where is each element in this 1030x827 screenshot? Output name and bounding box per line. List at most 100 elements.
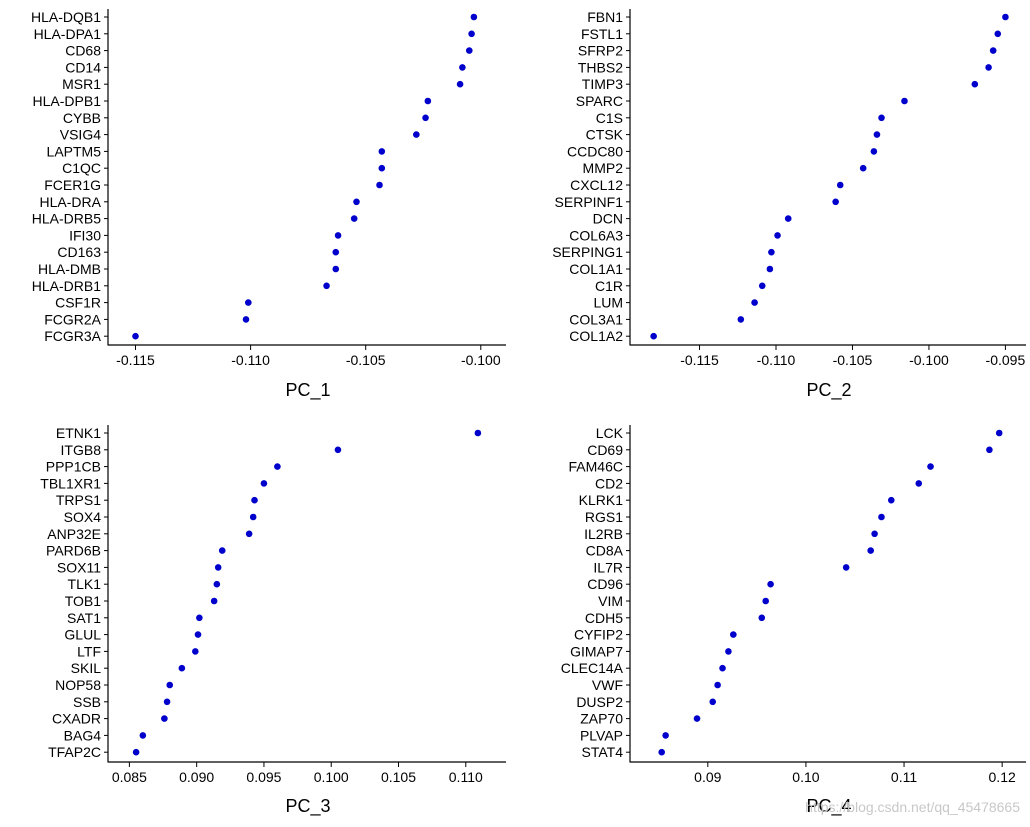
y-tick-label: CYFIP2: [574, 627, 623, 643]
y-tick-label: IL2RB: [584, 526, 623, 542]
y-tick-label: COL6A3: [569, 227, 623, 243]
x-tick-label: 0.090: [179, 769, 214, 785]
y-tick-label: CD96: [587, 576, 623, 592]
data-point: [194, 631, 202, 638]
data-point: [161, 715, 168, 722]
y-tick-label: LTF: [77, 643, 101, 659]
data-point: [459, 64, 466, 71]
y-tick-label: DCN: [593, 211, 623, 227]
data-point: [274, 463, 281, 470]
data-point: [260, 480, 268, 487]
x-tick-label: -0.110: [231, 352, 270, 368]
y-tick-label: PPP1CB: [46, 459, 101, 475]
y-tick-label: BAG4: [64, 727, 102, 743]
data-point: [251, 496, 258, 504]
y-tick-label: TFAP2C: [48, 744, 101, 760]
data-point: [971, 80, 979, 88]
x-axis-label: PC_2: [806, 380, 851, 401]
y-tick-label: FAM46C: [569, 459, 623, 475]
x-axis-label: PC_1: [285, 380, 330, 401]
data-point: [915, 480, 923, 487]
data-point: [985, 64, 992, 71]
x-tick-label: -0.115: [116, 352, 155, 368]
y-tick-label: FBN1: [587, 9, 623, 25]
data-point: [994, 30, 1002, 38]
y-tick-label: MMP2: [583, 160, 624, 176]
watermark: https://blog.csdn.net/qq_45478665: [805, 799, 1020, 815]
data-point: [245, 299, 252, 306]
y-tick-label: IL7R: [593, 559, 623, 575]
data-point: [242, 316, 250, 323]
y-tick-label: ETNK1: [56, 425, 101, 441]
x-axis-label: PC_4: [806, 796, 851, 817]
data-point: [422, 114, 429, 122]
x-tick-label: 0.10: [792, 769, 819, 785]
data-point: [887, 496, 895, 504]
data-point: [767, 580, 774, 588]
data-point: [192, 648, 199, 655]
y-tick-label: CXCL12: [570, 177, 623, 193]
y-tick-label: VIM: [598, 593, 623, 609]
data-point: [334, 232, 342, 239]
y-tick-label: ZAP70: [580, 711, 623, 727]
x-tick-label: 0.12: [989, 769, 1016, 785]
data-point: [332, 248, 340, 256]
data-point: [927, 463, 934, 470]
y-tick-label: CD69: [587, 442, 623, 458]
y-tick-label: DUSP2: [576, 694, 623, 710]
y-tick-label: CDH5: [585, 610, 623, 626]
data-point: [334, 446, 342, 454]
data-point: [986, 446, 993, 454]
y-tick-label: GIMAP7: [570, 643, 623, 659]
data-point: [730, 631, 737, 638]
panel-pc3: ETNK1ITGB8PPP1CBTBL1XR1TRPS1SOX4ANP32EPA…: [40, 425, 506, 817]
y-tick-label: STAT4: [582, 744, 624, 760]
data-point: [901, 97, 908, 105]
data-point: [332, 265, 340, 273]
data-point: [774, 232, 781, 239]
data-point: [871, 530, 878, 538]
y-tick-label: C1QC: [62, 160, 101, 176]
y-tick-label: CLEC14A: [561, 660, 624, 676]
data-point: [766, 265, 774, 273]
data-point: [132, 332, 139, 340]
y-tick-label: CTSK: [586, 127, 624, 143]
y-tick-label: TBL1XR1: [40, 475, 101, 491]
data-point: [474, 429, 482, 437]
y-tick-label: SKIL: [71, 660, 102, 676]
x-tick-label: -0.105: [833, 352, 873, 368]
x-tick-label: 0.100: [314, 769, 349, 785]
y-tick-label: TOB1: [65, 593, 102, 609]
x-tick-label: -0.095: [986, 352, 1026, 368]
y-tick-label: FSTL1: [581, 26, 623, 42]
x-tick-label: -0.100: [909, 352, 949, 368]
y-tick-label: SERPING1: [552, 244, 623, 260]
x-tick-label: -0.100: [461, 352, 501, 368]
data-point: [210, 597, 218, 605]
y-tick-label: CD8A: [586, 543, 624, 559]
y-tick-label: SOX4: [64, 509, 102, 525]
data-point: [213, 580, 221, 588]
y-tick-label: FCER1G: [44, 177, 101, 193]
data-point: [832, 198, 839, 206]
data-point: [378, 164, 386, 172]
data-point: [878, 513, 885, 521]
data-point: [662, 732, 669, 739]
y-tick-label: KLRK1: [579, 492, 624, 508]
data-point: [725, 648, 732, 655]
data-point: [870, 148, 878, 155]
data-point: [873, 131, 881, 138]
data-point: [836, 181, 844, 189]
y-tick-label: HLA-DRB1: [32, 278, 101, 294]
data-point: [709, 698, 717, 706]
data-point: [693, 715, 701, 722]
data-point: [249, 513, 257, 521]
x-tick-label: 0.085: [112, 769, 147, 785]
y-tick-label: LAPTM5: [47, 143, 102, 159]
y-tick-label: VSIG4: [60, 127, 101, 143]
y-tick-label: LCK: [596, 425, 624, 441]
y-tick-label: CCDC80: [567, 143, 623, 159]
data-point: [762, 597, 769, 605]
data-point: [758, 614, 766, 622]
x-axis-label: PC_3: [285, 796, 330, 817]
